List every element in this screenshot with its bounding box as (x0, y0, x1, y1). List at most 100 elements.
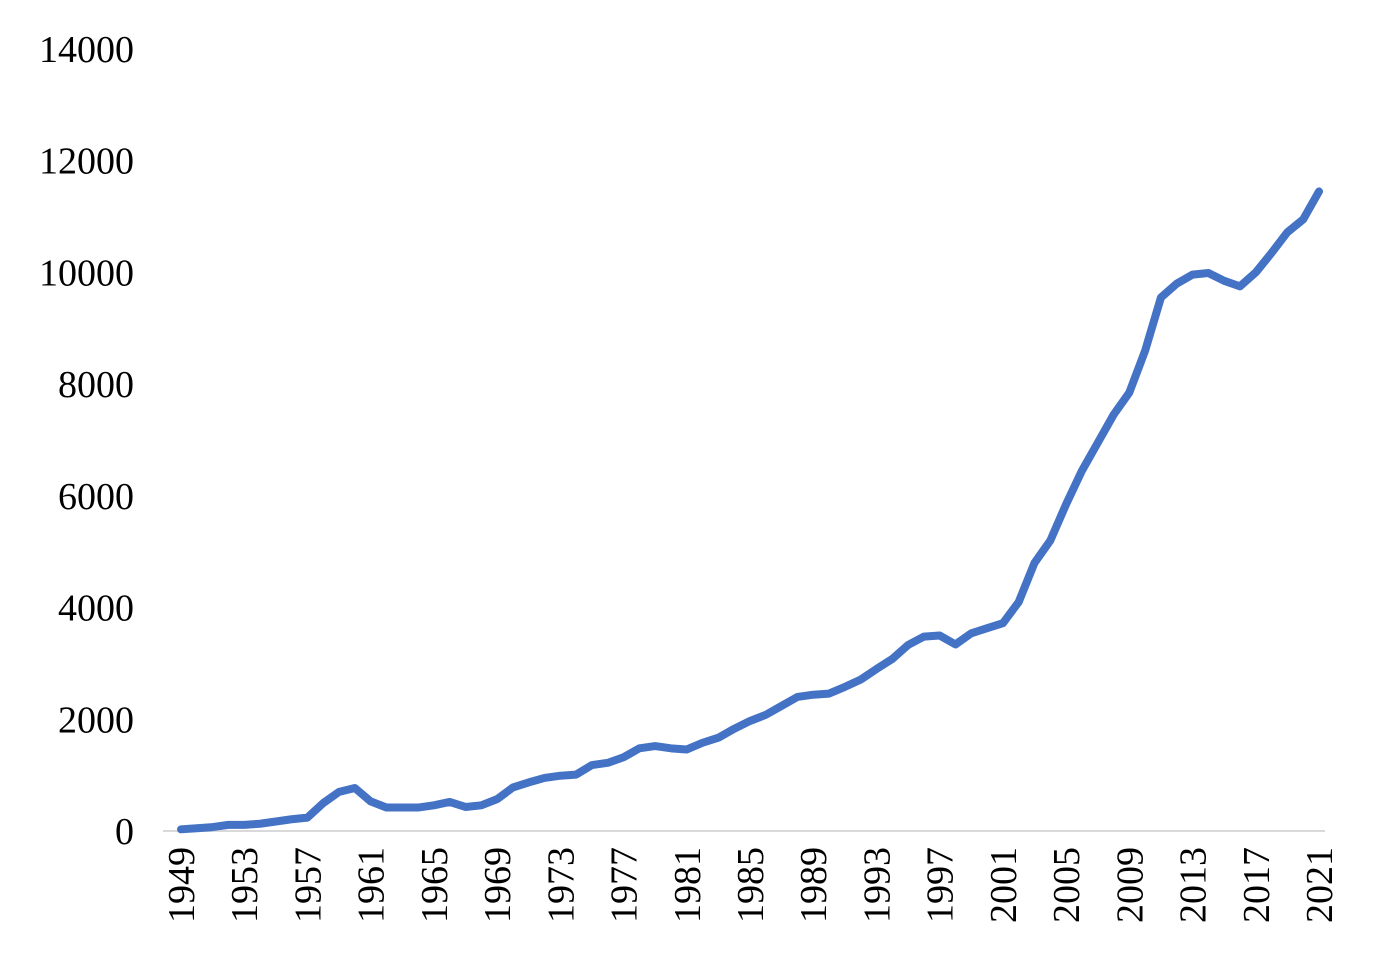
x-tick-label: 1961 (351, 847, 393, 923)
data-point (352, 785, 358, 791)
data-point (1221, 278, 1227, 284)
data-point (810, 692, 816, 698)
data-point (1032, 560, 1038, 566)
data-point (273, 819, 279, 825)
data-point (652, 743, 658, 749)
data-point (952, 641, 958, 647)
x-tick-label: 1973 (540, 847, 582, 923)
data-point (257, 821, 263, 827)
x-tick-label: 1953 (224, 847, 266, 923)
data-point (873, 666, 879, 672)
data-point (921, 634, 927, 640)
x-tick-label: 1957 (287, 847, 329, 923)
data-point (1126, 390, 1132, 396)
x-tick-label: 1993 (856, 847, 898, 923)
data-point (1095, 440, 1101, 446)
y-tick-label: 14000 (39, 29, 134, 71)
y-tick-label: 6000 (58, 476, 134, 518)
x-tick-label: 2005 (1046, 847, 1088, 923)
data-point (700, 740, 706, 746)
data-point (494, 796, 500, 802)
y-axis-ticks: 0 2000 4000 6000 8000 10000 12000 14000 (39, 29, 134, 853)
data-point (1190, 272, 1196, 278)
x-tick-label: 2013 (1173, 847, 1215, 923)
data-point (557, 773, 563, 779)
data-point (542, 775, 548, 781)
data-point (968, 630, 974, 636)
data-point (178, 826, 184, 832)
data-point (905, 642, 911, 648)
data-point (431, 802, 437, 808)
data-point (684, 746, 690, 752)
data-point (399, 805, 405, 811)
data-point (415, 805, 421, 811)
data-point (1158, 295, 1164, 301)
data-point (858, 677, 864, 683)
data-point (320, 800, 326, 806)
series-line (177, 187, 1323, 834)
data-point (526, 779, 532, 785)
data-point (763, 712, 769, 718)
x-tick-label: 2017 (1236, 847, 1278, 923)
data-point (937, 633, 943, 639)
y-tick-label: 2000 (58, 699, 134, 741)
data-point (731, 726, 737, 732)
data-point (1016, 599, 1022, 605)
data-point (747, 718, 753, 724)
x-axis-ticks: 1949 1953 1957 1961 1965 1969 1973 1977 1981 1985… (161, 847, 1341, 923)
data-point (889, 656, 895, 662)
data-point (573, 772, 579, 778)
data-point (210, 824, 216, 830)
x-tick-label: 1977 (604, 847, 646, 923)
data-point (605, 760, 611, 766)
series-points (178, 188, 1322, 832)
x-tick-label: 1949 (161, 847, 203, 923)
data-point (779, 703, 785, 709)
data-point (589, 762, 595, 768)
data-point (715, 735, 721, 741)
data-point (1269, 250, 1275, 256)
data-point (478, 802, 484, 808)
data-point (368, 798, 374, 804)
data-point (984, 625, 990, 631)
x-tick-label: 2021 (1299, 847, 1341, 923)
data-point (1000, 620, 1006, 626)
x-tick-label: 1997 (920, 847, 962, 923)
data-point (636, 745, 642, 751)
data-point (1300, 216, 1306, 222)
data-point (289, 816, 295, 822)
data-point (1237, 283, 1243, 289)
data-point (794, 694, 800, 700)
data-point (621, 754, 627, 760)
data-point (194, 825, 200, 831)
data-point (1142, 348, 1148, 354)
data-point (463, 804, 469, 810)
data-point (304, 815, 310, 821)
data-point (1047, 538, 1053, 544)
x-tick-label: 2009 (1109, 847, 1151, 923)
data-point (668, 745, 674, 751)
data-point (1205, 270, 1211, 276)
data-point (1063, 501, 1069, 507)
data-point (336, 789, 342, 795)
x-tick-label: 2001 (983, 847, 1025, 923)
y-tick-label: 10000 (39, 252, 134, 294)
x-tick-label: 1981 (667, 847, 709, 923)
data-point (1111, 412, 1117, 418)
x-tick-label: 1989 (793, 847, 835, 923)
data-point (447, 799, 453, 805)
data-point (225, 822, 231, 828)
data-point (510, 784, 516, 790)
y-tick-label: 8000 (58, 364, 134, 406)
data-point (826, 691, 832, 697)
data-point (1079, 468, 1085, 474)
data-point (1316, 188, 1322, 194)
data-point (1174, 281, 1180, 287)
data-point (241, 822, 247, 828)
data-point (383, 805, 389, 811)
y-tick-label: 0 (115, 811, 134, 853)
y-tick-label: 4000 (58, 588, 134, 630)
data-point (1253, 269, 1259, 275)
x-tick-label: 1965 (414, 847, 456, 923)
